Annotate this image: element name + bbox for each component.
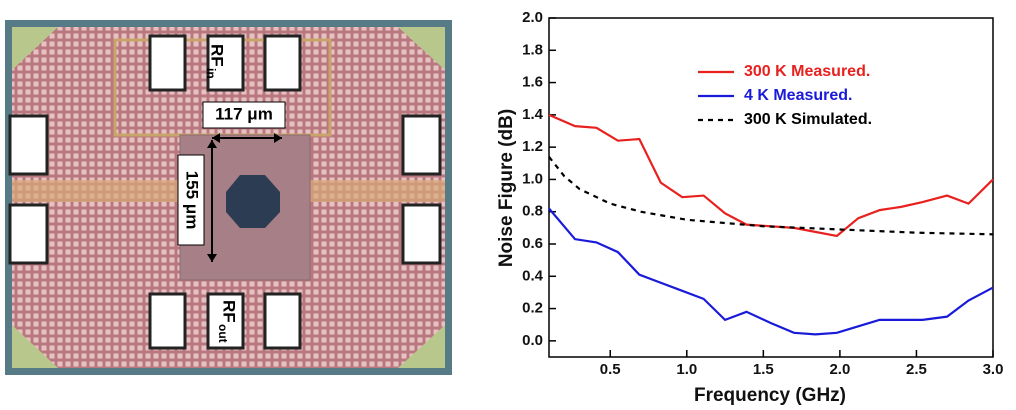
label-box — [177, 154, 205, 246]
y-tick-label: 1.2 — [522, 138, 543, 155]
y-tick-label: 1.8 — [522, 41, 543, 58]
series-line — [548, 113, 994, 238]
series-line — [548, 156, 994, 236]
y-tick-label: 1.4 — [522, 106, 544, 123]
arrow-head — [274, 133, 282, 143]
arrow-head — [207, 254, 217, 262]
legend-label: 300 K Measured. — [744, 63, 870, 80]
y-tick-label: 2.0 — [522, 9, 543, 26]
x-tick-label: 2.5 — [906, 361, 927, 378]
x-tick-label: 0.5 — [600, 361, 621, 378]
label-box — [202, 101, 286, 129]
plot-frame — [548, 17, 994, 358]
x-tick-label: 1.0 — [676, 361, 697, 378]
y-tick-label: 0.4 — [522, 267, 544, 284]
x-tick-label: 2.0 — [829, 361, 850, 378]
width-label: 117 μm — [215, 104, 273, 123]
legend-label: 4 K Measured. — [744, 87, 852, 104]
core-block — [226, 175, 280, 228]
y-tick-label: 1.0 — [522, 170, 543, 187]
x-tick-label: 3.0 — [983, 361, 1004, 378]
x-tick-label: 1.5 — [753, 361, 774, 378]
series-line — [548, 207, 994, 336]
pads — [8, 34, 442, 350]
y-tick-label: 0.0 — [522, 332, 543, 349]
arrow-head — [207, 140, 217, 148]
y-tick-label: 0.8 — [522, 203, 543, 220]
micrograph: RF in RF out 117 μm 155 μm — [5, 20, 452, 375]
y-tick-label: 0.2 — [522, 300, 543, 317]
arrow-head — [212, 133, 220, 143]
rf-in-sub: in — [204, 68, 218, 79]
y-tick-label: 1.6 — [522, 74, 543, 91]
rf-in-label: RF — [208, 44, 227, 67]
rf-out-sub: out — [216, 324, 230, 343]
chart: Frequency (GHz) Noise Figure (dB) 0.0 0.2… — [496, 9, 1003, 406]
height-label: 155 μm — [183, 171, 202, 230]
rf-out-label: RF — [220, 300, 239, 323]
y-axis-label: Noise Figure (dB) — [496, 109, 517, 267]
legend-label: 300 K Simulated. — [744, 111, 872, 128]
y-tick-label: 0.6 — [522, 235, 543, 252]
x-axis-label: Frequency (GHz) — [694, 385, 846, 406]
